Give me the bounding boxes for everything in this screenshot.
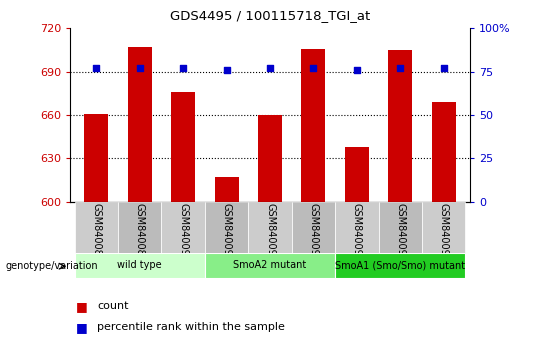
Text: GSM840090: GSM840090 (178, 203, 188, 262)
Text: GSM840095: GSM840095 (395, 203, 406, 262)
Bar (292, 202, 335, 253)
Point (92, 65, 100, 71)
Text: GSM840093: GSM840093 (308, 203, 319, 262)
Bar (388, 50, 412, 202)
Point (440, 65, 448, 71)
Bar (379, 202, 422, 253)
Bar (171, 92, 195, 202)
Bar (301, 48, 326, 202)
Text: count: count (97, 301, 129, 311)
Bar (161, 202, 205, 253)
Point (266, 65, 274, 71)
Text: ■: ■ (76, 300, 87, 313)
Text: GSM840094: GSM840094 (352, 203, 362, 262)
Text: wild type: wild type (117, 261, 162, 270)
Text: GSM840091: GSM840091 (221, 203, 232, 262)
Bar (432, 102, 456, 202)
Text: GSM840088: GSM840088 (91, 203, 102, 262)
Point (179, 65, 187, 71)
Bar (335, 253, 465, 278)
Bar (128, 47, 152, 202)
Bar (422, 202, 465, 253)
Text: genotype/variation: genotype/variation (5, 261, 98, 271)
Text: GDS4495 / 100115718_TGI_at: GDS4495 / 100115718_TGI_at (170, 9, 370, 22)
Bar (75, 253, 205, 278)
Bar (205, 202, 248, 253)
Text: SmoA2 mutant: SmoA2 mutant (233, 261, 307, 270)
Text: GSM840092: GSM840092 (265, 203, 275, 262)
Text: GSM840096: GSM840096 (438, 203, 449, 262)
Text: ■: ■ (76, 321, 87, 334)
Bar (258, 115, 282, 202)
Point (136, 65, 144, 71)
Bar (118, 202, 161, 253)
Bar (84, 114, 108, 202)
Bar (248, 202, 292, 253)
Point (309, 65, 318, 71)
Point (396, 65, 404, 71)
Bar (205, 253, 335, 278)
Bar (75, 202, 118, 253)
Bar (214, 177, 239, 202)
Text: percentile rank within the sample: percentile rank within the sample (97, 322, 285, 332)
Bar (335, 202, 379, 253)
Point (222, 67, 231, 73)
Bar (345, 147, 369, 202)
Text: GSM840089: GSM840089 (134, 203, 145, 262)
Point (353, 67, 361, 73)
Text: SmoA1 (Smo/Smo) mutant: SmoA1 (Smo/Smo) mutant (335, 261, 465, 270)
